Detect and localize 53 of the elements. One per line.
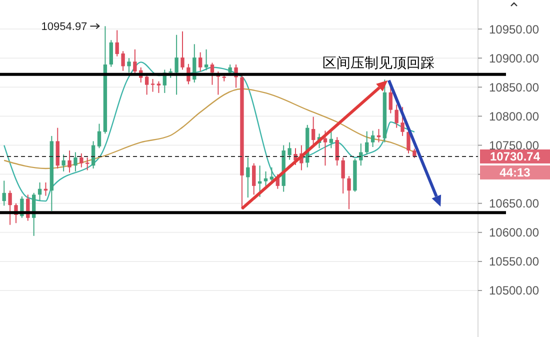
candlestick <box>109 40 113 68</box>
line-series <box>4 88 416 170</box>
candlestick <box>323 130 328 166</box>
y-tick-label: 10900.00 <box>488 51 540 66</box>
candlestick <box>127 58 131 74</box>
candlestick <box>62 154 66 172</box>
candlestick <box>394 104 398 128</box>
candlestick <box>365 130 369 156</box>
candlestick <box>406 130 410 154</box>
y-tick-label: 10850.00 <box>488 80 540 94</box>
candlestick <box>68 150 72 174</box>
candlestick <box>156 80 161 94</box>
text: 44:13 <box>500 166 531 180</box>
ref-line-label: 区间压制见顶回踩 <box>322 54 435 70</box>
candlestick <box>115 30 119 57</box>
candlestick <box>329 130 334 149</box>
annotation: 10954.97 <box>41 21 88 34</box>
candlestick <box>80 152 84 168</box>
candlestick <box>97 123 102 149</box>
candlestick <box>144 73 149 96</box>
candlestick <box>246 156 250 198</box>
y-tick-label: 10550.00 <box>488 254 540 269</box>
candlestick <box>210 62 214 86</box>
candlestick <box>150 78 155 92</box>
candlestick <box>252 162 256 196</box>
candlestick <box>204 48 208 71</box>
candlestick <box>198 52 202 72</box>
y-tick-label: 10600.00 <box>488 226 540 240</box>
candlestick <box>86 156 90 171</box>
candlestick <box>121 50 125 72</box>
y-tick-label: 10650.00 <box>488 196 540 211</box>
candlestick <box>400 106 404 136</box>
candlestick <box>180 30 184 70</box>
y-tick-label: 10800.00 <box>488 109 540 124</box>
candlestick <box>311 116 316 147</box>
candlestick <box>288 142 292 160</box>
candlestick <box>359 143 363 166</box>
candlestick <box>335 136 339 166</box>
y-tick-label: 10500.00 <box>488 284 540 298</box>
ref-line-label: 10730.74 <box>490 150 540 164</box>
candlestick <box>412 148 416 159</box>
candlestick <box>2 180 6 206</box>
y-tick-label: 10750.00 <box>488 138 540 152</box>
candlestick <box>174 34 178 96</box>
y-tick-label: 10950.00 <box>488 22 540 36</box>
candlestick <box>38 182 42 202</box>
candlestick <box>388 85 392 114</box>
candlestick <box>8 190 12 226</box>
candlestick <box>370 130 375 148</box>
candlestick <box>74 152 78 172</box>
candlestick <box>264 170 268 186</box>
candlestick <box>341 156 345 194</box>
candlestick <box>347 176 351 210</box>
